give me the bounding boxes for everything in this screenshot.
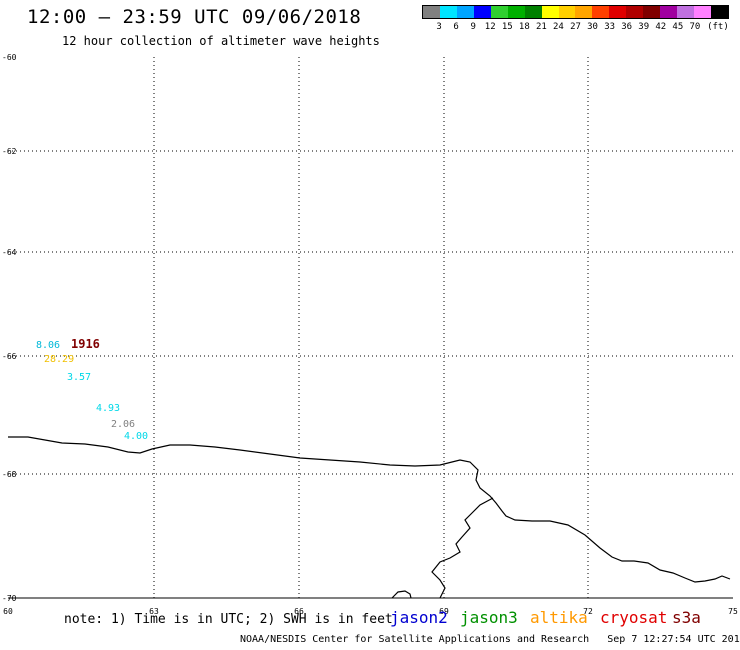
scale-swatch [575, 6, 593, 18]
latitude-label: -66 [2, 352, 17, 361]
wave-height-label: 3.57 [67, 372, 91, 383]
scale-label: 45 [672, 22, 684, 32]
scale-label: (ft) [707, 22, 729, 32]
map-title: 12:00 – 23:59 UTC 09/06/2018 [27, 6, 362, 28]
units-note: note: 1) Time is in UTC; 2) SWH is in fe… [64, 612, 393, 627]
credit-line: NOAA/NESDIS Center for Satellite Applica… [240, 634, 740, 645]
scale-label: 27 [570, 22, 581, 32]
coastline-segment [431, 497, 494, 599]
legend-jason2: jason2 [390, 608, 448, 627]
longitude-label: 63 [149, 607, 159, 616]
scale-label: 36 [621, 22, 633, 32]
scale-swatch [626, 6, 644, 18]
scale-swatch [643, 6, 661, 18]
latitude-label: -62 [2, 147, 17, 156]
coastline-segment [391, 590, 412, 599]
longitude-label: 75 [728, 607, 738, 616]
wave-height-label: 1916 [71, 337, 100, 351]
wave-height-color-scale [422, 5, 729, 19]
scale-swatch [439, 6, 457, 18]
scale-label: 33 [604, 22, 616, 32]
longitude-label: 69 [439, 607, 449, 616]
wave-height-label: 2.06 [111, 419, 135, 430]
scale-label: 24 [553, 22, 564, 32]
scale-swatch [609, 6, 627, 18]
scale-label: 15 [501, 22, 513, 32]
scale-label: 70 [689, 22, 701, 32]
wave-height-label: 28.29 [44, 354, 74, 365]
latitude-label: -68 [2, 470, 17, 479]
scale-label: 21 [535, 22, 547, 32]
scale-label: 42 [655, 22, 667, 32]
scale-swatch [423, 6, 440, 18]
legend-cryosat: cryosat [600, 608, 668, 627]
scale-swatch [558, 6, 576, 18]
scale-swatch [541, 6, 559, 18]
wave-height-observations: 8.06 1916 28.29 3.57 4.93 2.064.00 [36, 337, 148, 442]
wave-height-label: 4.93 [96, 403, 120, 414]
scale-swatch [490, 6, 508, 18]
lat-lon-grid [8, 57, 733, 599]
scale-swatch [456, 6, 474, 18]
color-scale-labels: 3 6 9 12 15 18 21 24 27 30 33 36 39 42 45 70 (ft) [422, 22, 740, 34]
coastline-segment [8, 436, 731, 583]
scale-label: 3 [436, 22, 442, 32]
legend-s3a: s3a [672, 608, 701, 627]
map-subtitle: 12 hour collection of altimeter wave hei… [62, 34, 380, 48]
scale-label: 12 [484, 22, 496, 32]
longitude-label: 60 [3, 607, 13, 616]
longitude-label: 72 [583, 607, 593, 616]
scale-label: 9 [470, 22, 476, 32]
legend-jason3: jason3 [460, 608, 518, 627]
scale-swatch [524, 6, 542, 18]
legend-altika: altika [530, 608, 588, 627]
scale-swatch [710, 6, 728, 18]
credit-text: NOAA/NESDIS Center for Satellite Applica… [240, 634, 590, 645]
latitude-label: -60 [2, 53, 17, 62]
scale-swatch [694, 6, 711, 18]
longitude-label: 66 [294, 607, 304, 616]
scale-swatch [473, 6, 491, 18]
scale-swatch [592, 6, 610, 18]
scale-label: 39 [638, 22, 650, 32]
scale-label: 18 [518, 22, 530, 32]
scale-label: 30 [587, 22, 598, 32]
coastline [8, 436, 731, 599]
scale-swatch [507, 6, 525, 18]
latitude-label: -64 [2, 248, 17, 257]
scale-label: 6 [453, 22, 459, 32]
scale-swatch [677, 6, 694, 18]
timestamp: Sep 7 12:27:54 UTC 2018 [607, 634, 740, 645]
latitude-label: -70 [2, 594, 17, 603]
wave-height-label: 8.06 [36, 340, 60, 351]
axis-labels: -60 -62 -64 -66 -68 -70 60 63 66 69 72 75 [2, 53, 738, 616]
scale-swatch [660, 6, 678, 18]
wave-height-label: 4.00 [124, 431, 148, 442]
